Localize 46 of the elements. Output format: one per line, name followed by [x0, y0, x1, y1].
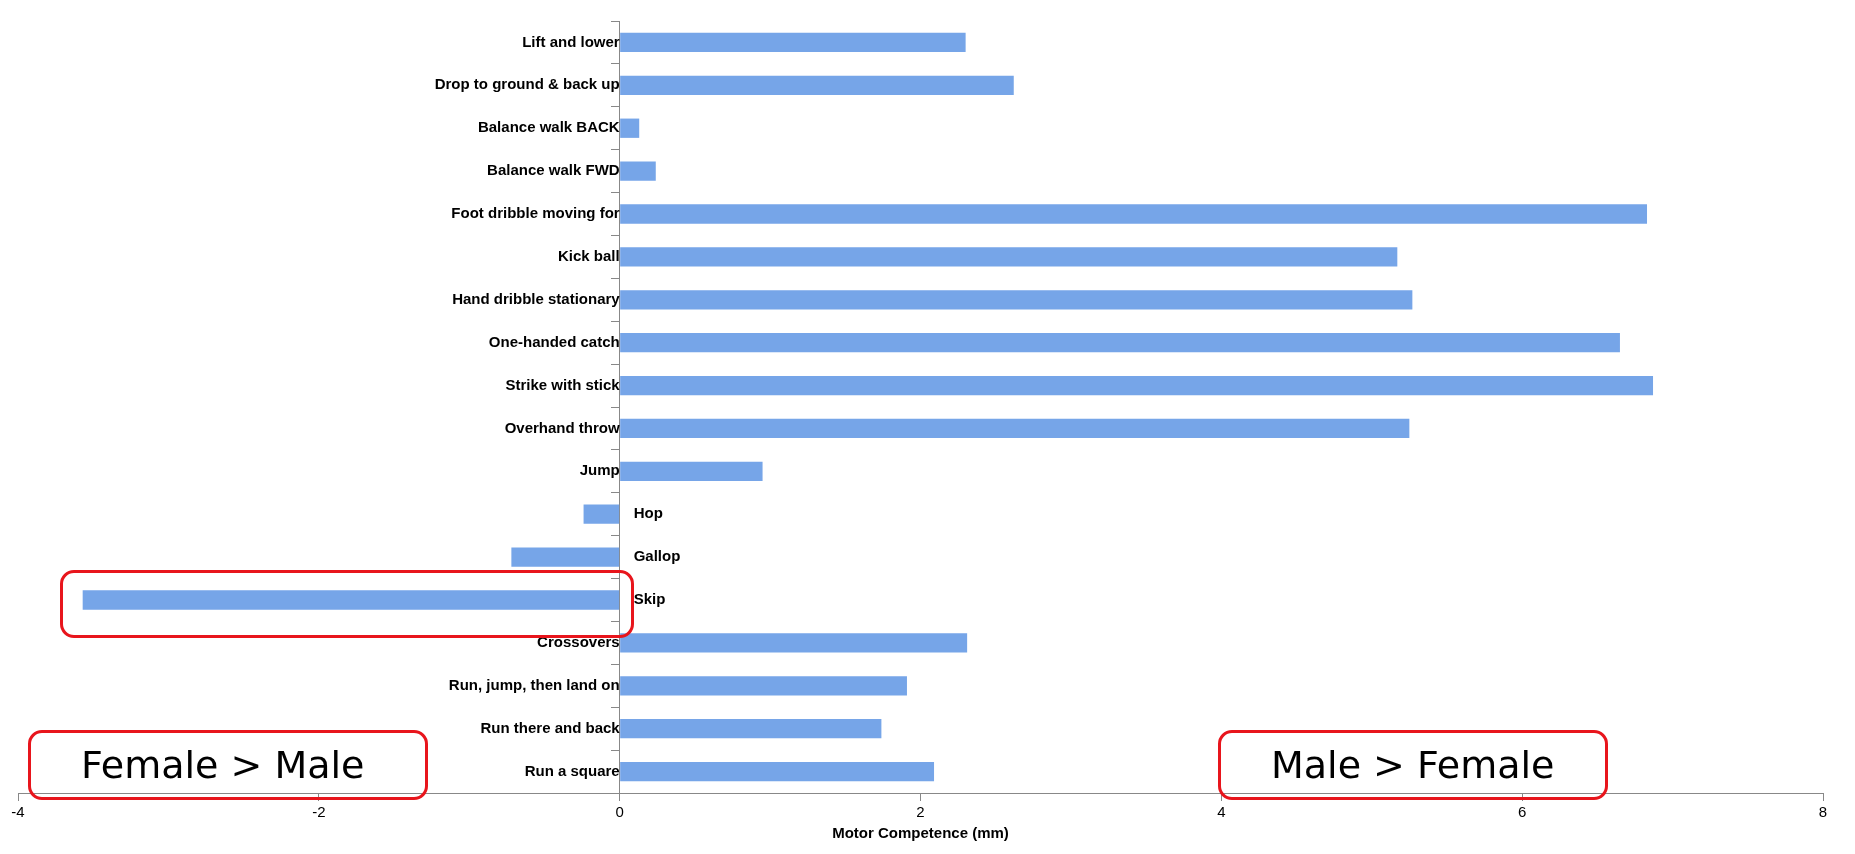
bar: [620, 118, 640, 138]
x-tick-label: -2: [312, 803, 326, 821]
y-tick-label: Skip: [633, 590, 666, 608]
bar: [511, 547, 620, 567]
y-tick-label: Run a square: [524, 761, 620, 779]
bar: [620, 333, 1620, 353]
y-tick-label: Jump: [579, 461, 620, 479]
bar: [620, 32, 966, 53]
y-tick-label: Kick ball: [557, 247, 620, 265]
x-tick-label: -4: [11, 803, 25, 821]
bar: [583, 504, 620, 524]
y-tick-label: Crossovers: [537, 633, 620, 651]
bar: [620, 161, 656, 181]
x-axis-title: Motor Competence (mm): [832, 824, 1009, 842]
y-tick-label: Lift and lower: [522, 32, 620, 50]
x-tick-label: 4: [1217, 803, 1226, 821]
y-tick-label: Run, jump, then land on: [448, 675, 620, 693]
y-tick-label: Gallop: [633, 547, 681, 565]
bar: [620, 247, 1398, 267]
y-tick-label: Hop: [633, 504, 663, 522]
y-tick-label: Overhand throw: [504, 418, 620, 436]
bar: [620, 75, 1014, 95]
x-tick-label: 6: [1517, 803, 1527, 821]
y-tick-label: Balance walk FWD: [487, 161, 620, 179]
bar: [82, 590, 620, 610]
y-tick-label: Drop to ground & back up: [434, 75, 620, 93]
x-tick-label: 2: [916, 803, 925, 821]
bar: [620, 290, 1413, 310]
x-tick-label: 8: [1818, 803, 1828, 821]
bar: [620, 761, 935, 782]
y-tick-label: Balance walk BACK: [477, 118, 620, 136]
y-tick-label: Foot dribble moving for: [451, 204, 620, 222]
bar: [620, 418, 1410, 439]
y-tick-label: Run there and back: [480, 718, 621, 736]
bar: [620, 204, 1648, 224]
y-tick-label: Hand dribble stationary: [452, 289, 621, 307]
x-tick-label: 0: [615, 803, 624, 821]
bar: [620, 461, 763, 481]
y-tick-label: One-handed catch: [488, 332, 620, 350]
bar: [620, 375, 1654, 396]
y-tick-label: Strike with stick: [505, 375, 621, 393]
bar: [620, 676, 907, 696]
annotation: Male > Female: [1218, 730, 1608, 800]
annotation: Female > Male: [28, 730, 428, 800]
bar: [620, 719, 882, 739]
bar: [620, 633, 968, 653]
